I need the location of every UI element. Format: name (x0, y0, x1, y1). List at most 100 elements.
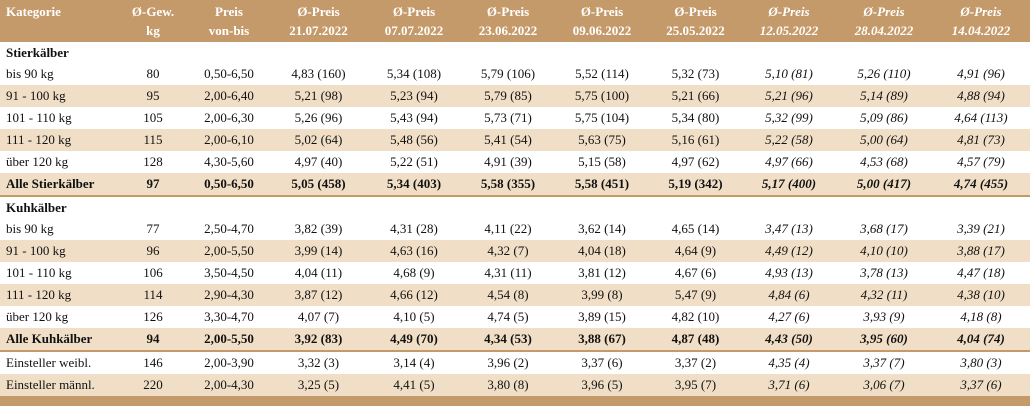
table-cell: 4,66 (12) (367, 284, 461, 306)
table-cell: 5,58 (451) (555, 173, 649, 197)
table-cell: 4,83 (160) (270, 63, 367, 85)
table-cell: 3,47 (13) (742, 218, 836, 240)
table-cell: 5,22 (51) (367, 151, 461, 173)
table-cell: 5,34 (80) (649, 107, 742, 129)
table-row: über 120 kg 128 4,30-5,60 4,97 (40) 5,22 (51… (0, 151, 1030, 173)
column-header: Ø-Preis (555, 0, 649, 21)
table-row: Einsteller weibl. 146 2,00-3,90 3,32 (3) 3,1… (0, 351, 1030, 374)
row-label: 101 - 110 kg (0, 107, 118, 129)
table-cell: 4,64 (9) (649, 240, 742, 262)
column-header: Ø-Preis (932, 0, 1030, 21)
table-cell: 2,00-6,10 (188, 129, 270, 151)
table-cell: 4,32 (7) (461, 240, 555, 262)
table-cell: 5,02 (64) (270, 129, 367, 151)
table-cell: 3,93 (9) (836, 306, 932, 328)
table-cell: 4,47 (18) (932, 262, 1030, 284)
table-cell: 4,97 (62) (649, 151, 742, 173)
table-cell: 3,88 (67) (555, 328, 649, 352)
table-row: 101 - 110 kg 106 3,50-4,50 4,04 (11) 4,68 (9… (0, 262, 1030, 284)
table-cell: 5,41 (54) (461, 129, 555, 151)
row-label: bis 90 kg (0, 218, 118, 240)
table-cell: 3,81 (12) (555, 262, 649, 284)
table-cell: 5,34 (403) (367, 173, 461, 197)
table-cell: 5,26 (110) (836, 63, 932, 85)
table-cell: 5,21 (96) (742, 85, 836, 107)
total-row: Alle Kuhkälber 94 2,00-5,50 3,92 (83) 4,49 (… (0, 328, 1030, 352)
table-cell: 4,35 (4) (742, 351, 836, 374)
section-header: Stierkälber (0, 42, 1030, 63)
table-cell: 5,52 (114) (555, 63, 649, 85)
table-cell: 4,49 (12) (742, 240, 836, 262)
table-cell: 5,16 (61) (649, 129, 742, 151)
column-header: Preis (188, 0, 270, 21)
column-header: Ø-Preis (367, 0, 461, 21)
table-cell: 3,82 (39) (270, 218, 367, 240)
table-cell: 5,79 (106) (461, 63, 555, 85)
table-cell: 4,11 (22) (461, 218, 555, 240)
table-cell: 4,27 (6) (742, 306, 836, 328)
table-cell: 4,97 (66) (742, 151, 836, 173)
table-row: bis 90 kg 77 2,50-4,70 3,82 (39) 4,31 (28) 4,… (0, 218, 1030, 240)
table-cell: 2,00-6,30 (188, 107, 270, 129)
column-header (0, 21, 118, 42)
table-cell: 2,00-4,30 (188, 374, 270, 396)
table-cell: 5,00 (64) (836, 129, 932, 151)
table-cell: 5,26 (96) (270, 107, 367, 129)
column-header: 28.04.2022 (836, 21, 932, 42)
table-cell: 4,30-5,60 (188, 151, 270, 173)
table-cell: 4,57 (79) (932, 151, 1030, 173)
table-cell: 4,32 (11) (836, 284, 932, 306)
row-label: über 120 kg (0, 306, 118, 328)
table-cell: 4,31 (11) (461, 262, 555, 284)
table-cell: 5,00 (417) (836, 173, 932, 197)
table-cell: 2,00-6,40 (188, 85, 270, 107)
table-cell: 5,34 (108) (367, 63, 461, 85)
table-row: bis 90 kg 80 0,50-6,50 4,83 (160) 5,34 (108)… (0, 63, 1030, 85)
table-cell: 4,07 (7) (270, 306, 367, 328)
table-cell: 0,50-6,50 (188, 63, 270, 85)
table-cell: 5,15 (58) (555, 151, 649, 173)
table-cell: 3,95 (7) (649, 374, 742, 396)
table-cell: 4,65 (14) (649, 218, 742, 240)
table-cell: 5,32 (99) (742, 107, 836, 129)
table-cell: 4,81 (73) (932, 129, 1030, 151)
column-header: Kategorie (0, 0, 118, 21)
table-cell: 4,68 (9) (367, 262, 461, 284)
table-row: 111 - 120 kg 115 2,00-6,10 5,02 (64) 5,48 (5… (0, 129, 1030, 151)
table-cell: 3,96 (2) (461, 351, 555, 374)
column-header: Ø-Gew. (118, 0, 188, 21)
table-cell: 3,37 (7) (836, 351, 932, 374)
table-cell: 4,67 (6) (649, 262, 742, 284)
table-row: 101 - 110 kg 105 2,00-6,30 5,26 (96) 5,43 (9… (0, 107, 1030, 129)
table-row: 91 - 100 kg 95 2,00-6,40 5,21 (98) 5,23 (94)… (0, 85, 1030, 107)
table-cell: 5,58 (355) (461, 173, 555, 197)
table-cell: 4,93 (13) (742, 262, 836, 284)
row-label: 111 - 120 kg (0, 284, 118, 306)
table-row: 91 - 100 kg 96 2,00-5,50 3,99 (14) 4,63 (16)… (0, 240, 1030, 262)
table-cell: 105 (118, 107, 188, 129)
table-cell: 5,09 (86) (836, 107, 932, 129)
table-cell: 4,82 (10) (649, 306, 742, 328)
table-cell: 3,71 (6) (742, 374, 836, 396)
table-cell: 4,84 (6) (742, 284, 836, 306)
table-cell: 4,41 (5) (367, 374, 461, 396)
table-cell: 4,04 (18) (555, 240, 649, 262)
footer-bar (0, 396, 1030, 406)
table-cell: 4,34 (53) (461, 328, 555, 352)
column-header: 21.07.2022 (270, 21, 367, 42)
table-cell: 5,73 (71) (461, 107, 555, 129)
column-header: 14.04.2022 (932, 21, 1030, 42)
table-cell: 2,50-4,70 (188, 218, 270, 240)
table-cell: 5,32 (73) (649, 63, 742, 85)
table-cell: 5,43 (94) (367, 107, 461, 129)
column-header: 07.07.2022 (367, 21, 461, 42)
table-cell: 94 (118, 328, 188, 352)
table-cell: 3,80 (8) (461, 374, 555, 396)
table-cell: 146 (118, 351, 188, 374)
column-header: 23.06.2022 (461, 21, 555, 42)
column-header: Ø-Preis (836, 0, 932, 21)
table-cell: 3,99 (8) (555, 284, 649, 306)
table-cell: 3,80 (3) (932, 351, 1030, 374)
table-row: Einsteller männl. 220 2,00-4,30 3,25 (5) 4,4… (0, 374, 1030, 396)
